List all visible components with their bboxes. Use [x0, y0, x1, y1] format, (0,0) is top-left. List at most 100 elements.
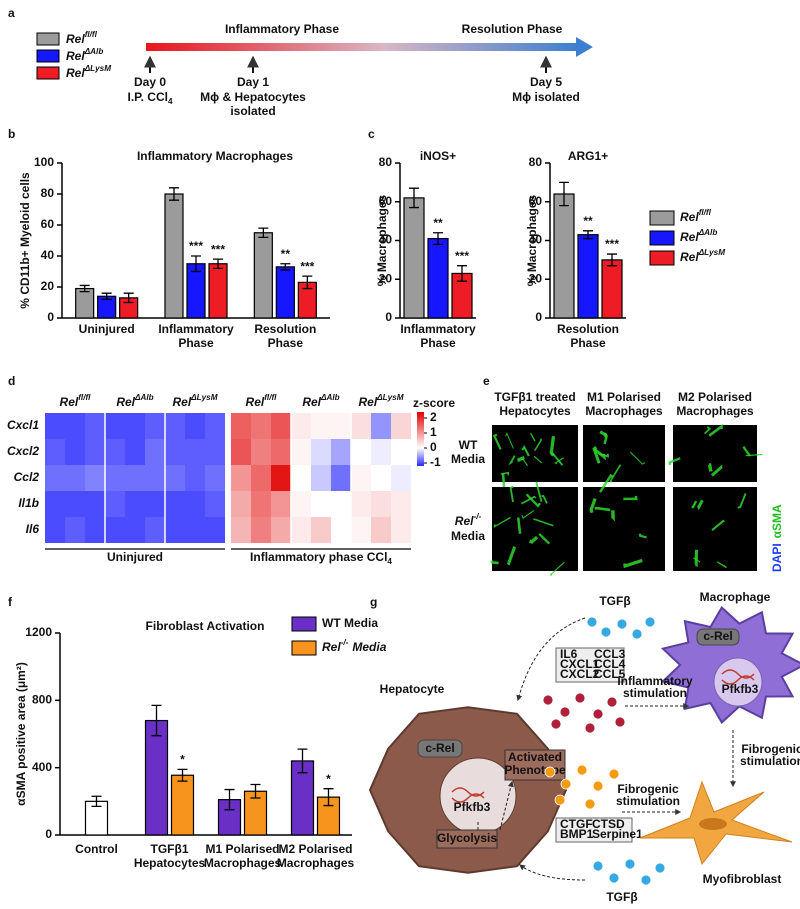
cell-stain — [609, 464, 622, 483]
heatmap-cell — [291, 439, 311, 465]
molecule — [542, 694, 554, 706]
dna — [721, 669, 755, 685]
colorbar-tick-label: 2 — [430, 410, 437, 424]
heatmap-cell — [165, 413, 185, 439]
cell-stain — [509, 485, 514, 503]
chart-title: Fibroblast Activation — [146, 619, 265, 633]
cell-stain — [533, 518, 554, 527]
diagram-label: Glycolysis — [437, 831, 497, 845]
column-group-label-part: ΔAlb — [320, 393, 340, 402]
x-tick-label: Resolution — [557, 322, 619, 336]
diagram-label: stimulation — [740, 754, 800, 768]
heatmap-cell — [65, 517, 85, 543]
y-tick-label: 40 — [379, 233, 393, 247]
molecule — [600, 626, 612, 638]
cell-stain — [505, 432, 514, 449]
heatmap-cell — [185, 439, 205, 465]
error-bar — [607, 253, 617, 267]
heatmap-cell — [205, 439, 225, 465]
heatmap-cell — [251, 491, 271, 517]
significance: *** — [455, 249, 469, 263]
cell-stain — [516, 517, 522, 534]
y-tick-label: 800 — [32, 693, 52, 707]
diagram-label: Hepatocyte — [380, 682, 445, 696]
cell-stain — [535, 481, 543, 502]
cytokine-box — [555, 647, 625, 683]
column-group-label-part: Rel — [60, 395, 79, 409]
heatmap-cell — [85, 413, 105, 439]
heatmap-cell — [185, 413, 205, 439]
cell-stain — [623, 495, 638, 501]
column-group-label-part: ΔLysM — [190, 393, 218, 402]
legend-label: Rel-/- Media — [322, 638, 387, 654]
event-note: Mϕ & Hepatocytes — [200, 90, 306, 104]
heatmap-cell — [145, 491, 165, 517]
arrow — [516, 617, 586, 702]
error-bar — [297, 748, 308, 774]
cell-stain — [610, 510, 615, 522]
significance: *** — [189, 239, 203, 253]
diagram-label: CCL3 — [594, 647, 626, 661]
cell-stain — [492, 433, 502, 450]
legend-label-part: fl/fl — [85, 30, 98, 39]
dna — [451, 787, 485, 803]
heatmap-cell — [205, 465, 225, 491]
legend-swatch — [649, 230, 675, 246]
phase-arrow-head — [576, 37, 593, 57]
panel-letter: f — [8, 595, 13, 609]
cell-stain — [517, 456, 525, 462]
arrow — [519, 864, 586, 881]
column-group-label: Relfl/fl — [60, 393, 92, 409]
heatmap-cell — [205, 491, 225, 517]
diagram-label: Serpine1 — [592, 827, 643, 841]
column-group-label: RelΔAlb — [116, 393, 153, 409]
event-note-part: I.P. CCl — [127, 90, 167, 104]
legend-label-part: Rel — [680, 250, 699, 264]
bar — [253, 232, 273, 319]
diagram-label: IL6 — [560, 647, 578, 661]
heatmap-cell — [85, 439, 105, 465]
diagram-label: Pfkfb3 — [722, 682, 759, 696]
cell-stain — [550, 452, 564, 466]
heatmap-cell — [311, 413, 331, 439]
error-bar — [151, 704, 162, 737]
cell-stain — [538, 533, 551, 545]
legend-swatch — [36, 49, 60, 63]
column-group-label: Relfl/fl — [246, 393, 278, 409]
cell-stain — [520, 495, 537, 505]
legend-label: WT Media — [322, 616, 378, 630]
molecule — [584, 798, 596, 810]
column-label: Macrophages — [676, 404, 754, 418]
diagram-label: Inflammatory — [617, 674, 693, 688]
heatmap-cell — [85, 491, 105, 517]
heatmap-cell — [205, 413, 225, 439]
diagram-label: CTSD — [592, 817, 625, 831]
heatmap-cell — [271, 439, 291, 465]
heatmap-cell — [65, 465, 85, 491]
heatmap-cell — [291, 413, 311, 439]
column-group-label-part: Rel — [358, 395, 377, 409]
cell-stain — [554, 457, 565, 465]
y-tick-label: 20 — [379, 271, 393, 285]
legend-label-part: -/- — [341, 638, 349, 647]
significance: * — [180, 753, 185, 767]
column-group-label-part: Rel — [172, 395, 191, 409]
cell-stain — [549, 561, 565, 576]
heatmap-cell — [271, 413, 291, 439]
process-box — [436, 829, 498, 849]
molecule — [640, 874, 652, 886]
panel-letter: d — [8, 374, 15, 388]
x-tick-label: TGFβ1 — [151, 842, 189, 856]
micrograph — [492, 487, 578, 571]
heatmap-cell — [371, 439, 391, 465]
bar — [164, 193, 184, 319]
x-tick-label: Phase — [268, 336, 304, 350]
legend-label-part: Rel — [680, 230, 699, 244]
heatmap-cell — [311, 439, 331, 465]
legend-label-part: ΔAlb — [84, 47, 104, 56]
cell-stain — [710, 464, 723, 477]
heatmap-cell — [231, 439, 251, 465]
row-label: Media — [451, 452, 485, 466]
heatmap-cell — [85, 465, 105, 491]
cell-stain — [594, 506, 611, 512]
